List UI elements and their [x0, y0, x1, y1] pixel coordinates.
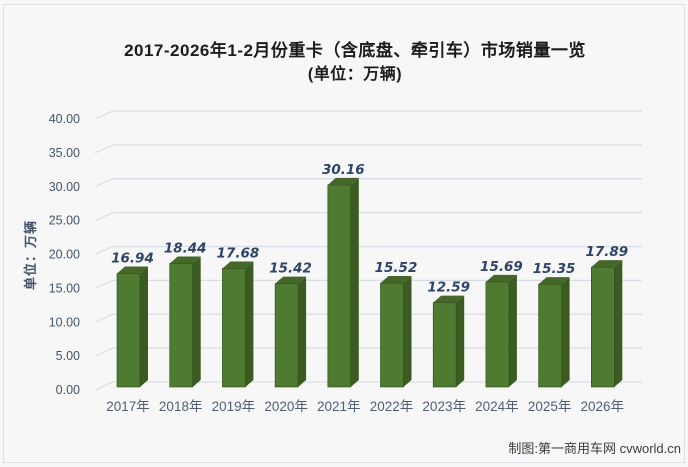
bar-value-label: 12.59	[427, 280, 470, 296]
bar-front-face	[590, 266, 615, 388]
gridline	[94, 381, 642, 391]
bar-side-face	[140, 266, 148, 387]
bar-value-label: 16.94	[111, 251, 154, 267]
bar-top-face	[327, 177, 359, 185]
gridline	[94, 110, 642, 120]
x-axis-label: 2019年	[212, 399, 256, 414]
bar-side-face	[403, 276, 412, 387]
gridline	[94, 245, 642, 256]
y-tick-label: 15.00	[49, 281, 80, 295]
y-tick-label: 25.00	[49, 214, 80, 228]
bar-front-face	[380, 282, 404, 388]
bar-front-face	[274, 283, 299, 388]
bar-front-face	[432, 302, 457, 388]
bar-side-face	[508, 274, 517, 387]
bar-top-face	[275, 276, 307, 284]
x-axis-label: 2024年	[475, 399, 519, 414]
bar-value-label: 15.42	[269, 261, 312, 277]
source-credit: 制图:第一商用车网 cvworld.cn	[508, 441, 681, 456]
bar-value-label: 17.68	[217, 246, 260, 262]
chart-subtitle: (单位：万辆)	[307, 66, 403, 83]
y-tick-label: 20.00	[49, 248, 80, 262]
gridline	[94, 313, 642, 323]
gridline	[94, 212, 642, 222]
bar-value-label: 17.89	[585, 244, 628, 260]
bar-value-label: 15.35	[533, 261, 576, 277]
bar-top-face	[380, 276, 412, 284]
gridline	[94, 279, 642, 289]
y-tick-label: 10.00	[49, 315, 80, 329]
chart-title: 2017-2026年1-2月份重卡（含底盘、牵引车）市场销量一览	[124, 41, 586, 60]
bar-side-face	[350, 177, 359, 387]
gridline	[94, 178, 642, 188]
x-axis-label: 2017年	[106, 399, 150, 414]
bar-front-face	[327, 184, 352, 388]
x-axis-label: 2018年	[159, 399, 203, 414]
bar-value-label: 18.44	[164, 240, 207, 256]
bar-top-face	[169, 256, 201, 264]
y-tick-label: 40.00	[49, 112, 80, 126]
x-axis-label: 2025年	[528, 399, 572, 414]
y-tick-label: 30.00	[49, 180, 80, 194]
y-tick-label: 5.00	[56, 349, 80, 363]
bar-top-face	[222, 261, 254, 269]
bar-top-face	[117, 266, 148, 274]
bar-top-face	[485, 274, 517, 282]
bar-side-face	[192, 256, 201, 387]
x-axis-label: 2026年	[581, 399, 625, 414]
bar-side-face	[456, 295, 465, 387]
bar-value-label: 15.52	[375, 260, 418, 276]
bar-side-face	[561, 277, 570, 387]
y-tick-label: 0.00	[56, 383, 80, 397]
x-axis-label: 2020年	[264, 399, 308, 414]
bar-front-face	[485, 281, 510, 388]
x-axis-label: 2022年	[370, 399, 414, 414]
x-axis-label: 2023年	[422, 399, 466, 414]
bar-side-face	[245, 261, 254, 387]
bar-value-label: 30.16	[322, 162, 365, 178]
bar-top-face	[591, 260, 623, 268]
x-axis-label: 2021年	[317, 399, 361, 414]
bar-value-label: 15.69	[480, 259, 523, 275]
bar-front-face	[169, 263, 193, 388]
bar-side-face	[614, 260, 623, 387]
y-tick-label: 35.00	[49, 146, 80, 160]
bar-front-face	[222, 268, 246, 388]
bar-side-face	[298, 276, 307, 387]
bar-top-face	[538, 277, 570, 285]
bar-front-face	[538, 283, 562, 388]
bar-front-face	[116, 273, 141, 388]
bar-top-face	[433, 295, 465, 303]
gridline	[94, 347, 642, 357]
gridline	[94, 144, 642, 154]
